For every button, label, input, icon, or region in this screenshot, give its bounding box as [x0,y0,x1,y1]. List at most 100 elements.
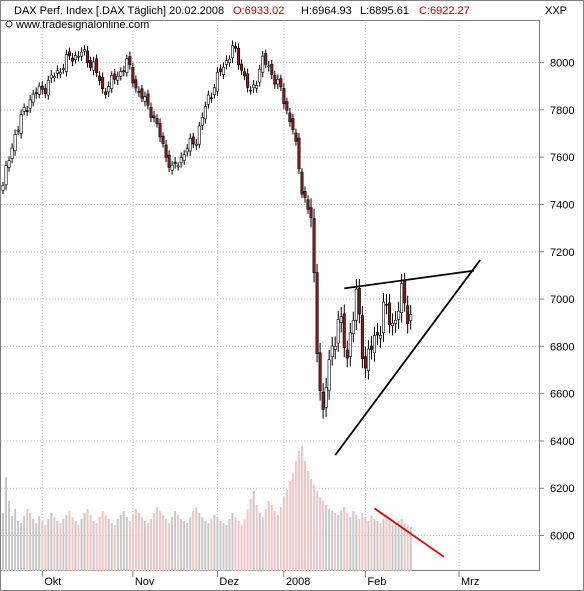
volume-bar [192,511,195,571]
volume-bar [279,507,282,571]
candle [333,336,337,360]
candle [89,56,93,72]
volume-bar [219,521,222,571]
candle [173,157,177,169]
candle [354,279,358,331]
volume-bar [131,515,134,571]
volume-bar [113,525,116,571]
volume-bar [328,509,331,571]
candle [73,51,77,64]
volume-bar [149,519,152,571]
header: DAX Perf. Index [.DAX Täglich] 20.02.200… [5,5,567,31]
volume-bar [273,511,276,571]
volume-bar [77,525,80,571]
candle [64,49,68,77]
candle [131,62,135,88]
candle [95,54,99,78]
volume-bar [44,525,47,571]
volume-bar [297,451,300,571]
candle [315,263,319,363]
candle [372,326,376,362]
volume-bar [168,523,171,571]
volume-bar [322,501,325,571]
annotations [334,259,481,558]
candle [363,346,367,378]
volume-bar [95,523,98,571]
candle [369,336,373,360]
candle [167,150,171,173]
triangle-lower-line [334,259,481,456]
volume-bar [358,519,361,571]
candle [128,51,132,70]
candle [388,294,392,334]
x-tick-label: Mrz [461,576,479,588]
y-tick-label: 6200 [550,483,574,495]
candle [255,80,259,93]
volume-bar [216,517,219,571]
volume-bar [264,509,267,571]
volume-bar [159,511,162,571]
volume-bar [228,519,231,571]
volume-bar [29,513,32,571]
candle [113,69,117,85]
volume-bar [337,515,340,571]
candle [291,113,295,135]
y-tick-label: 6000 [550,531,574,543]
volume-bar [285,489,288,571]
volume-bar [56,521,59,571]
candles [1,40,413,419]
candle [360,306,364,369]
volume-bar [180,519,183,571]
candle [13,129,17,156]
x-tick-label: Dez [219,576,239,588]
volume-bar [5,477,8,571]
volume-bar [53,517,56,571]
volume-bar [14,509,17,571]
volume-bar [32,519,35,571]
candle [1,181,5,194]
candle [382,292,386,342]
volume-bar [20,523,23,571]
candle [67,47,71,60]
y-tick-label: 7600 [550,152,574,164]
y-axis: 6000 6200 6400 6600 6800 7000 7200 7400 7600 7800… [540,58,574,543]
volume-bar [288,481,291,571]
volume-bar [143,521,146,571]
candle [215,67,219,97]
volume-bar [282,497,285,571]
volume-bar [310,479,313,571]
candle [49,70,53,84]
candle [406,295,410,334]
candle [321,383,325,419]
x-tick-label: Okt [44,576,61,588]
candle [34,87,38,99]
candle [342,304,346,358]
volume-bar [319,497,322,571]
volume-bar [104,515,107,571]
volume-bar [270,505,273,571]
volume-bar [17,521,20,571]
candle [212,83,216,99]
volume-bar [294,461,297,571]
y-tick-label: 6800 [550,341,574,353]
candle [140,85,144,102]
volume-bar [403,523,406,571]
candle [146,89,150,110]
volume-bar [352,511,355,571]
candle [231,40,235,63]
volume-bar [409,527,412,571]
volume-bar [325,505,328,571]
candle [7,156,11,172]
header-corner: XXP [545,5,567,17]
volume-bar [258,513,261,571]
candle [86,46,90,68]
candle [43,83,47,99]
candle [306,195,310,214]
candle [312,208,316,283]
volume-bar [122,511,125,571]
candle [176,162,180,171]
candle [206,90,210,109]
volume-bar [171,517,174,571]
volume-bar [11,516,14,571]
volume-bar [68,511,71,571]
